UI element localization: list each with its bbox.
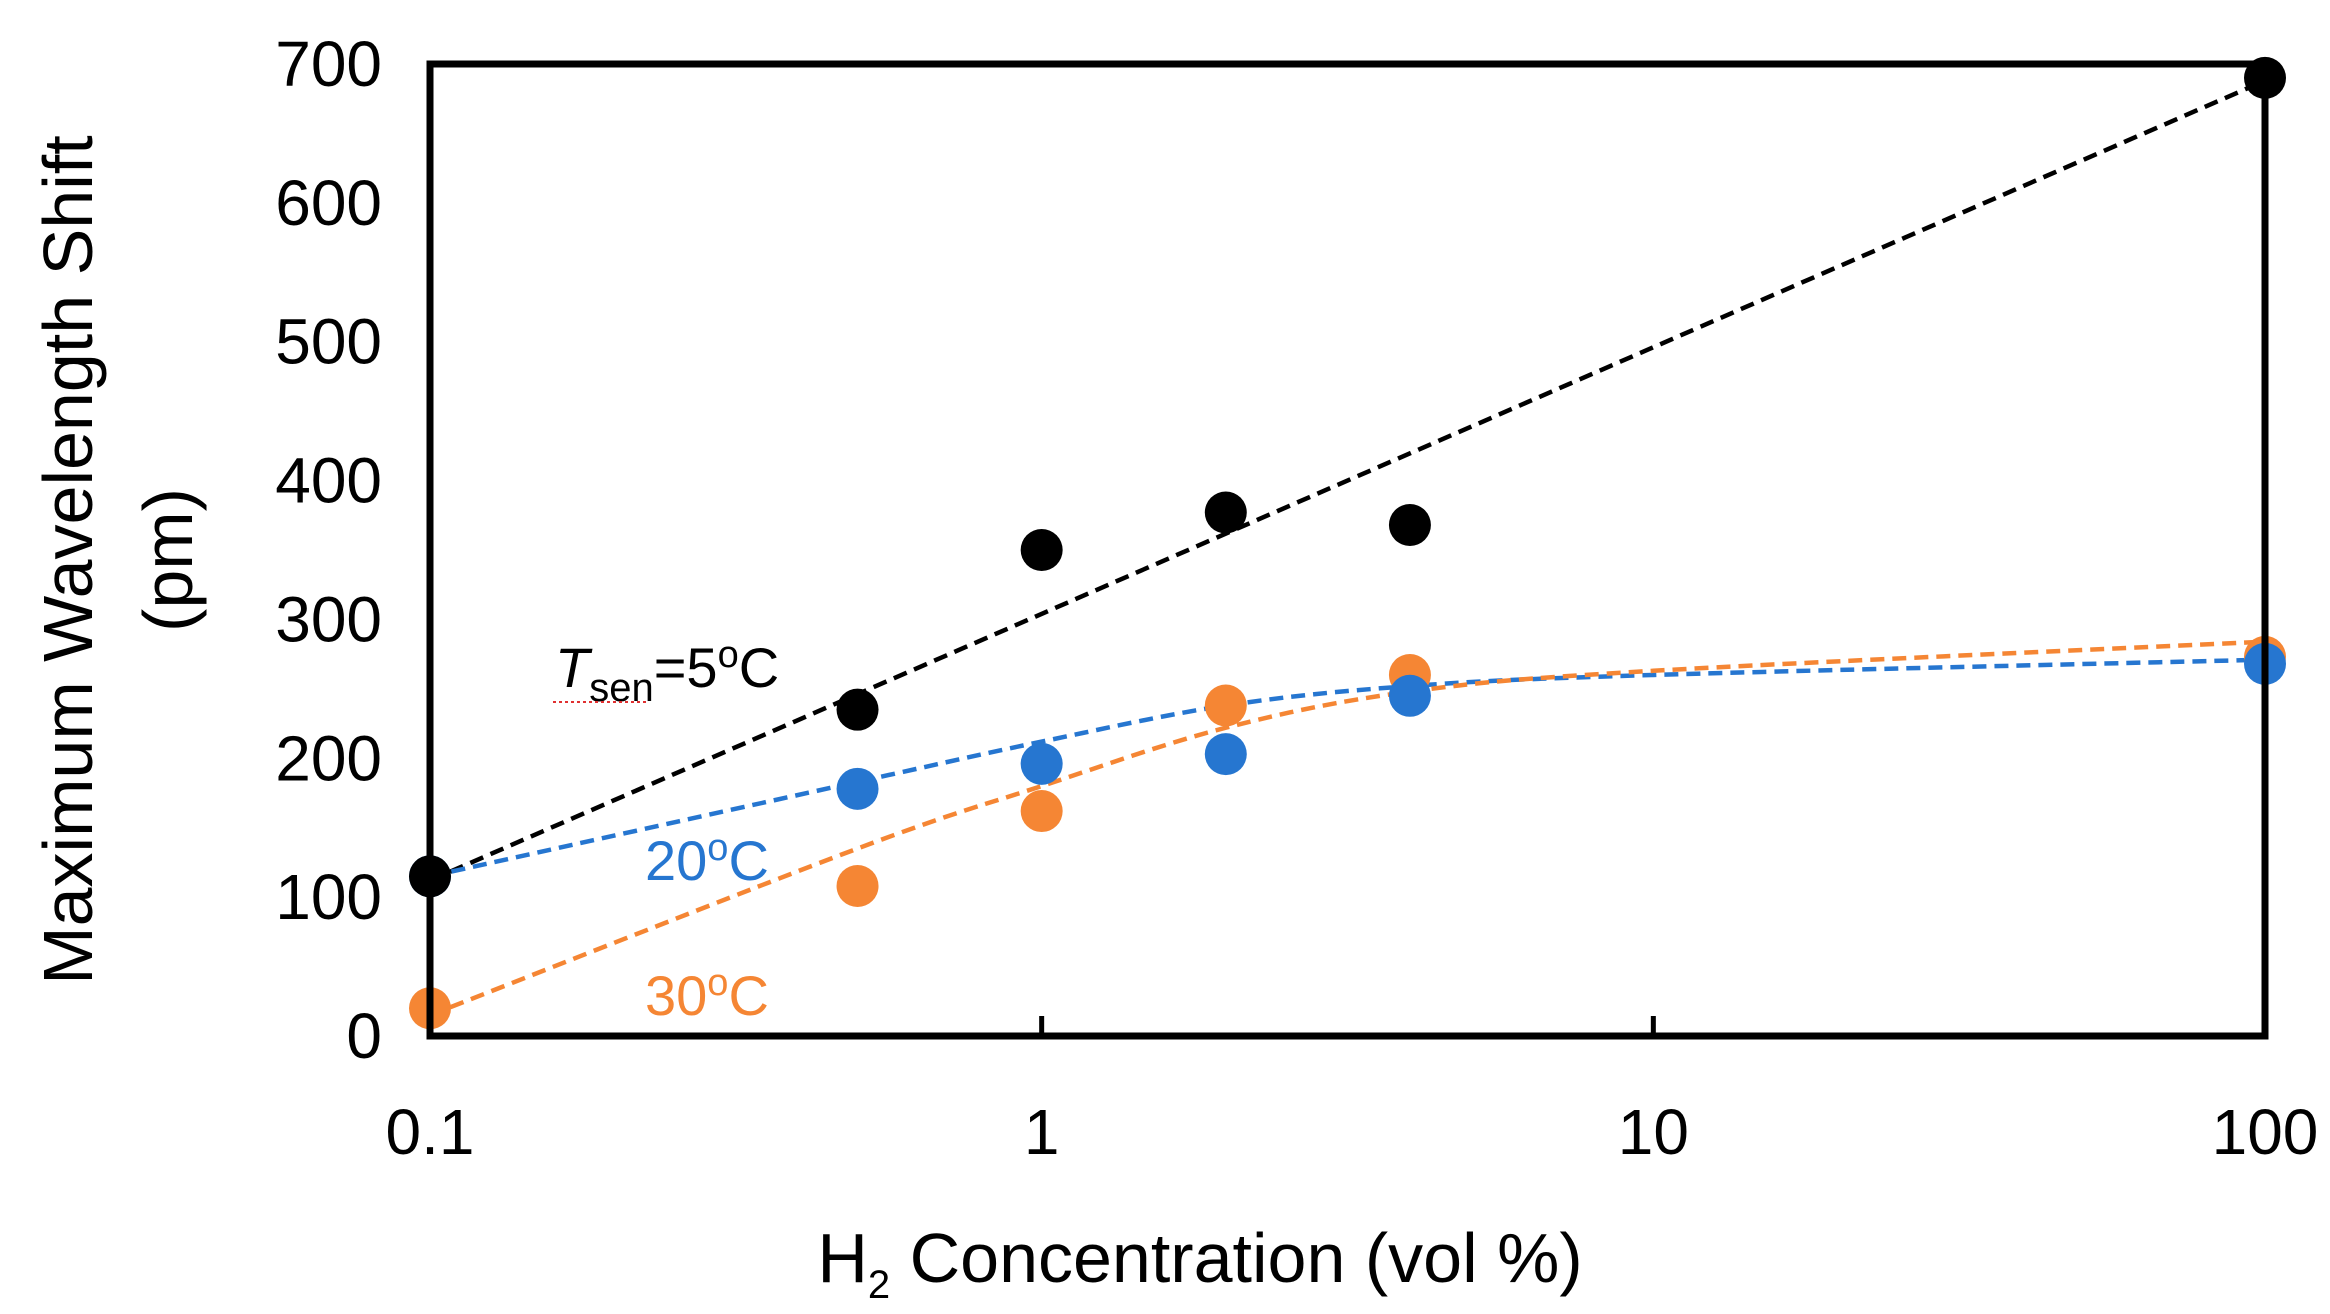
x-tick-label: 10 [1618,1096,1689,1168]
y-axis-title: Maximum Wavelength Shift [29,135,107,984]
y-tick-label: 0 [346,1000,382,1072]
x-axis-title-main: H [817,1219,868,1297]
annotation-5c-sub: sen [589,666,654,710]
annotation-5c: Tsen=5oC [555,634,779,710]
x-tick-label: 0.1 [386,1096,475,1168]
annotation-20c: 20oC [645,827,769,892]
data-point-20oC [1204,733,1247,776]
annotation-20c-sup: o [707,827,728,869]
x-axis-title-rest: Concentration (vol %) [890,1219,1583,1297]
x-tick-label: 1 [1024,1096,1060,1168]
data-point-5oC [1204,491,1247,534]
data-point-20oC [836,767,879,810]
x-tick-labels: 0.1 1 10 100 [386,1016,2319,1168]
annotation-30c-sup: o [707,962,728,1004]
x-tick-label: 100 [2212,1096,2319,1168]
annotation-20c-main: 20 [645,829,707,892]
annotation-5c-rest-b: C [739,636,779,699]
x-axis-title-sub: 2 [868,1263,890,1307]
y-tick-label: 500 [275,306,382,378]
plot-frame [426,60,2269,1040]
y-axis-title-2: (pm) [129,488,207,632]
trend-line-20oC [429,657,2266,879]
data-point-30oC [1204,684,1247,727]
annotation-30c-rest: C [728,964,768,1027]
data-point-30oC [1020,790,1063,833]
data-point-5oC [1020,529,1063,571]
y-axis-title-line1: Maximum Wavelength Shift [29,135,107,984]
y-axis-title-line2: (pm) [129,488,207,632]
annotation-5c-rest-a: =5 [654,636,718,699]
y-tick-labels: 0 100 200 300 400 500 600 700 [275,28,382,1072]
annotation-30c: 30oC [645,962,769,1027]
data-point-20oC [1388,674,1431,717]
y-tick-label: 400 [275,445,382,517]
y-tick-label: 100 [275,861,382,933]
data-point-30oC [836,865,879,908]
data-point-5oC [836,688,879,731]
trend-line-5oC [429,78,2266,883]
annotation-5c-italic: T [555,636,593,699]
annotation-5c-sup: o [718,634,739,676]
annotation-20c-rest: C [728,829,768,892]
annotation-30c-main: 30 [645,964,707,1027]
y-tick-label: 700 [275,28,382,100]
trend-line-30oC [429,639,2266,1018]
y-tick-label: 600 [275,167,382,239]
plot-marks [409,56,2286,1030]
x-axis-title: H2 Concentration (vol %) [817,1219,1582,1307]
y-tick-label: 200 [275,722,382,794]
y-tick-label: 300 [275,583,382,655]
data-point-5oC [1388,504,1431,547]
data-point-20oC [1020,742,1063,785]
